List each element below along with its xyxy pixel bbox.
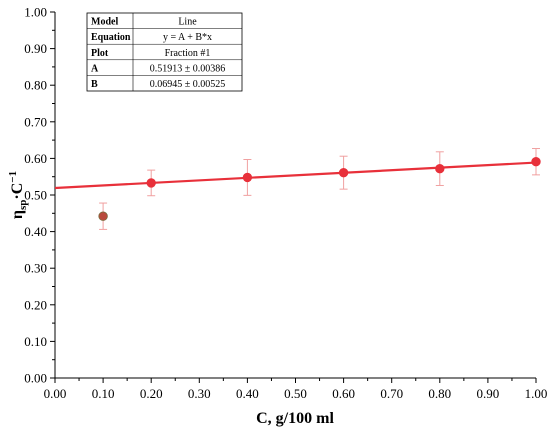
y-tick-label: 0.20 [24,297,47,312]
fit-table-key: B [91,79,98,90]
fit-line-layer [54,161,537,190]
x-axis-title: C, g/100 ml [256,410,334,427]
fit-table-key: Equation [91,32,131,43]
x-tick-label: 0.10 [92,386,115,401]
fit-line [54,161,537,190]
y-tick-label: 0.80 [24,78,47,93]
data-point [242,172,253,183]
data-point [435,163,445,174]
y-tick-label: 0.60 [24,151,47,166]
y-axis-title-sup: −1 [7,171,19,183]
x-tick-label: 0.80 [428,386,451,401]
data-point [338,167,349,178]
x-tick-label: 1.00 [525,386,548,401]
x-tick-label: 0.30 [188,386,211,401]
y-tick-label: 0.30 [24,261,47,276]
x-tick-label: 0.60 [332,386,355,401]
data-point [146,178,156,188]
x-tick-label: 0.00 [44,386,67,401]
fit-table-value: Line [178,17,197,28]
y-tick-label: 0.90 [24,41,47,56]
y-axis-title-tail: ·C [9,183,26,200]
fit-table-rows: Model Line Equation y = A + B*x Plot Fraction… [87,17,242,90]
y-axis-title-main: η [9,210,26,219]
y-tick-label: 0.10 [24,334,47,349]
data-points [98,156,541,221]
fit-table-value: 0.06945 ± 0.00525 [150,79,226,90]
fit-table-key: A [91,63,99,74]
fit-table-value: y = A + B*x [163,32,212,43]
fit-table-key: Model [91,17,118,28]
y-tick-label: 0.70 [24,114,47,129]
x-tick-label: 0.50 [284,386,307,401]
data-point-excluded [98,211,108,221]
y-tick-label: 0.00 [24,371,47,386]
y-tick-label: 0.50 [24,188,47,203]
y-tick-label: 0.40 [24,224,47,239]
x-tick-label: 0.90 [477,386,500,401]
x-tick-label: 0.70 [380,386,403,401]
y-tick-label: 1.00 [24,5,47,20]
x-tick-label: 0.40 [236,386,259,401]
y-axis-title: ηsp·C−1 [7,171,29,219]
error-bars [99,148,540,230]
x-tick-labels: 0.00 0.10 0.20 0.30 0.40 0.50 0.60 0.70 0.80 0.90… [44,386,548,401]
y-axis-title-sub: sp [17,200,29,210]
fit-results-table: Model Line Equation y = A + B*x Plot Fraction… [86,12,243,92]
y-tick-labels: 0.00 0.10 0.20 0.30 0.40 0.50 0.60 0.70 0.80 0.90… [24,5,47,386]
x-tick-label: 0.20 [140,386,163,401]
fit-table-key: Plot [91,48,109,59]
fit-table-value: 0.51913 ± 0.00386 [150,63,226,74]
fit-table-border [86,12,243,92]
axes [50,11,537,383]
data-point [531,156,541,167]
fit-table-value: Fraction #1 [165,48,211,59]
